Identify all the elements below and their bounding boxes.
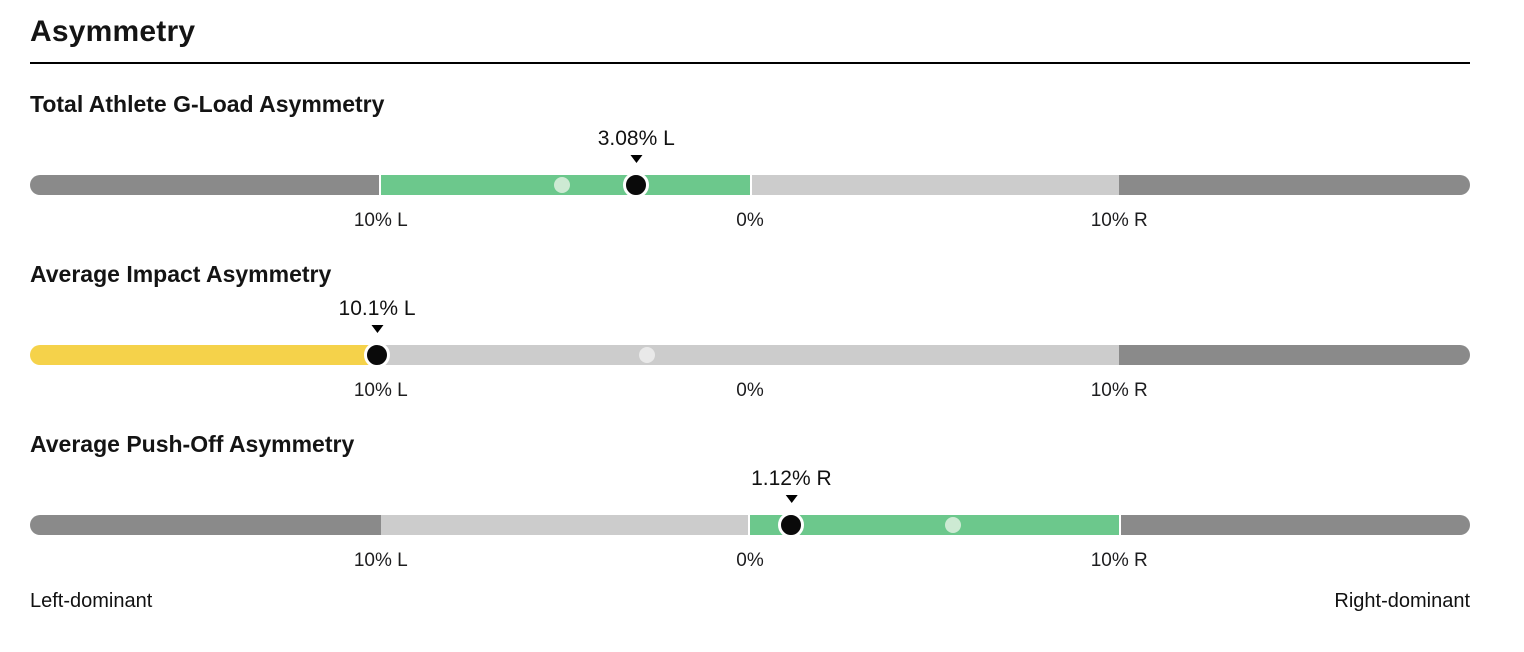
pointer-triangle-icon: [371, 325, 384, 333]
gauge-value-label: 1.12% R: [751, 467, 832, 490]
gauge-average-impact-asymmetry: Average Impact Asymmetry 10.1% L 10% L 0…: [30, 260, 1470, 404]
track-segment: [1119, 515, 1470, 535]
reference-dot: [553, 177, 570, 193]
pointer-triangle-icon: [630, 155, 643, 163]
tick-label-10L: 10% L: [353, 550, 408, 571]
track-segment: [30, 175, 381, 195]
gauge-segments: [30, 515, 1470, 535]
asymmetry-panel: Asymmetry Total Athlete G-Load Asymmetry…: [0, 14, 1524, 613]
tick-label-0: 0%: [736, 550, 764, 571]
gauge-title: Average Push-Off Asymmetry: [30, 431, 355, 457]
value-marker: [623, 172, 650, 198]
gauge-value-row: 10.1% L: [30, 296, 1470, 334]
track-segment: [30, 515, 381, 535]
tick-label-10R: 10% R: [1090, 550, 1148, 571]
track-segment: [377, 345, 1120, 365]
tick-label-10L: 10% L: [353, 380, 408, 401]
value-anchor: 3.08% L: [598, 126, 675, 163]
track-segment: [30, 345, 378, 365]
track-segment: [1119, 345, 1470, 365]
value-anchor: 10.1% L: [339, 296, 416, 333]
gauge-value-label: 10.1% L: [338, 297, 416, 320]
gauge-title: Average Impact Asymmetry: [30, 261, 332, 287]
gauge-ticks: 10% L 0% 10% R: [30, 380, 1470, 404]
gauge-segments: [30, 345, 1470, 365]
gauge-ticks: 10% L 0% 10% R: [30, 550, 1470, 574]
track-segment: [1119, 175, 1470, 195]
dominance-legend: Left-dominant Right-dominant: [30, 590, 1470, 613]
tick-label-0: 0%: [736, 210, 764, 231]
gauge-value-row: 3.08% L: [30, 126, 1470, 164]
track-segment: [380, 515, 750, 535]
value-marker: [364, 342, 391, 368]
gauge-track: [30, 512, 1470, 538]
reference-dot: [945, 517, 962, 533]
gauge-title: Total Athlete G-Load Asymmetry: [30, 91, 385, 117]
gauge-total-g-load-asymmetry: Total Athlete G-Load Asymmetry 3.08% L 1…: [30, 90, 1470, 234]
track-segment: [750, 515, 1120, 535]
value-anchor: 1.12% R: [751, 466, 832, 503]
right-dominant-label: Right-dominant: [1334, 590, 1470, 612]
gauge-value-label: 3.08% L: [597, 127, 675, 150]
track-segment: [750, 175, 1120, 195]
gauge-track: [30, 172, 1470, 198]
tick-label-10R: 10% R: [1090, 380, 1148, 401]
header-divider: [30, 62, 1470, 64]
gauge-track: [30, 342, 1470, 368]
left-dominant-label: Left-dominant: [30, 590, 153, 612]
gauge-average-push-off-asymmetry: Average Push-Off Asymmetry 1.12% R 10% L…: [30, 430, 1470, 574]
value-marker: [778, 512, 805, 538]
pointer-triangle-icon: [785, 495, 798, 503]
gauge-ticks: 10% L 0% 10% R: [30, 210, 1470, 234]
gauge-value-row: 1.12% R: [30, 466, 1470, 504]
tick-label-0: 0%: [736, 380, 764, 401]
page-title: Asymmetry: [30, 15, 196, 48]
gauge-segments: [30, 175, 1470, 195]
tick-label-10R: 10% R: [1090, 210, 1148, 231]
tick-label-10L: 10% L: [353, 210, 408, 231]
reference-dot: [638, 347, 655, 363]
